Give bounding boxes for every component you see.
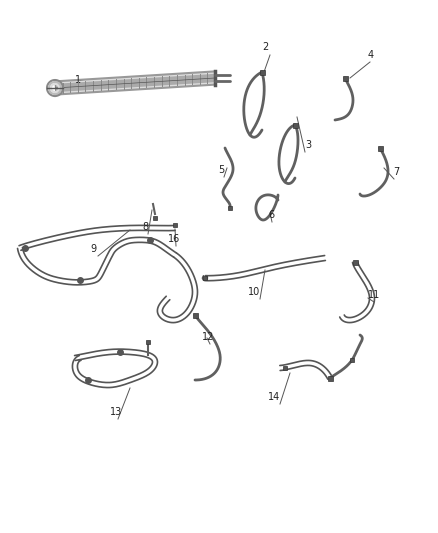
Text: 11: 11	[368, 290, 380, 300]
FancyBboxPatch shape	[283, 366, 287, 370]
FancyBboxPatch shape	[153, 216, 157, 220]
FancyBboxPatch shape	[146, 340, 150, 344]
Text: 7: 7	[393, 167, 399, 177]
Text: 12: 12	[202, 332, 214, 342]
FancyBboxPatch shape	[228, 206, 232, 210]
Text: 10: 10	[248, 287, 260, 297]
FancyBboxPatch shape	[350, 358, 354, 362]
FancyBboxPatch shape	[173, 223, 177, 227]
Text: 16: 16	[168, 234, 180, 244]
Text: 6: 6	[268, 210, 274, 220]
FancyBboxPatch shape	[378, 146, 382, 150]
Text: 3: 3	[305, 140, 311, 150]
Text: 9: 9	[90, 244, 96, 254]
Text: 5: 5	[218, 165, 224, 175]
Text: 14: 14	[268, 392, 280, 402]
FancyBboxPatch shape	[328, 376, 332, 381]
Text: 8: 8	[142, 222, 148, 232]
FancyBboxPatch shape	[192, 312, 198, 318]
FancyBboxPatch shape	[353, 260, 357, 264]
Text: 13: 13	[110, 407, 122, 417]
Text: 1: 1	[75, 75, 81, 85]
FancyBboxPatch shape	[259, 69, 265, 75]
FancyBboxPatch shape	[293, 123, 297, 127]
Text: 2: 2	[262, 42, 268, 52]
Text: 4: 4	[368, 50, 374, 60]
FancyBboxPatch shape	[343, 76, 347, 80]
FancyBboxPatch shape	[203, 276, 207, 280]
